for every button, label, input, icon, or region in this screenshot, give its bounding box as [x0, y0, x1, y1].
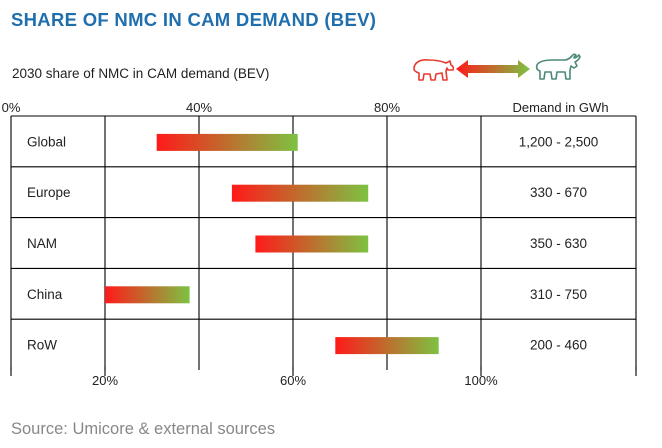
- chart-rows: Global 1,200 - 2,500 Europe 330 - 670 NAM 350…: [27, 133, 599, 355]
- demand-value: 310 - 750: [530, 287, 587, 302]
- demand-value: 330 - 670: [530, 185, 587, 200]
- page-title: SHARE OF NMC IN CAM DEMAND (BEV): [11, 9, 377, 30]
- tick-label-bottom: 20%: [92, 373, 118, 388]
- double-arrow-icon: [456, 60, 530, 78]
- region-label: Global: [27, 134, 66, 149]
- top-axis: 0% 40% 80%: [2, 100, 401, 115]
- demand-header: Demand in GWh: [512, 100, 608, 115]
- region-label: Europe: [27, 185, 71, 200]
- tick-label-bottom: 60%: [280, 373, 306, 388]
- bear-icon: [413, 59, 455, 81]
- range-bar: [231, 184, 369, 202]
- region-label: NAM: [27, 236, 57, 251]
- region-label: China: [27, 287, 63, 302]
- demand-value: 200 - 460: [530, 338, 587, 353]
- demand-value: 1,200 - 2,500: [519, 134, 599, 149]
- chart-subtitle: 2030 share of NMC in CAM demand (BEV): [12, 66, 270, 81]
- tick-label-top: 80%: [374, 100, 400, 115]
- region-label: RoW: [27, 338, 57, 353]
- tick-label-top: 40%: [186, 100, 212, 115]
- range-bar: [105, 286, 190, 304]
- range-bar: [335, 337, 439, 355]
- demand-value: 350 - 630: [530, 236, 587, 251]
- bottom-axis: 20% 60% 100%: [92, 373, 498, 388]
- tick-label-bottom: 100%: [464, 373, 498, 388]
- tick-label-top: 0%: [2, 100, 21, 115]
- source-note: Source: Umicore & external sources: [11, 420, 276, 438]
- bull-icon: [535, 53, 581, 80]
- chart-grid: [10, 115, 637, 376]
- range-bar: [156, 133, 298, 151]
- range-bar: [255, 235, 369, 253]
